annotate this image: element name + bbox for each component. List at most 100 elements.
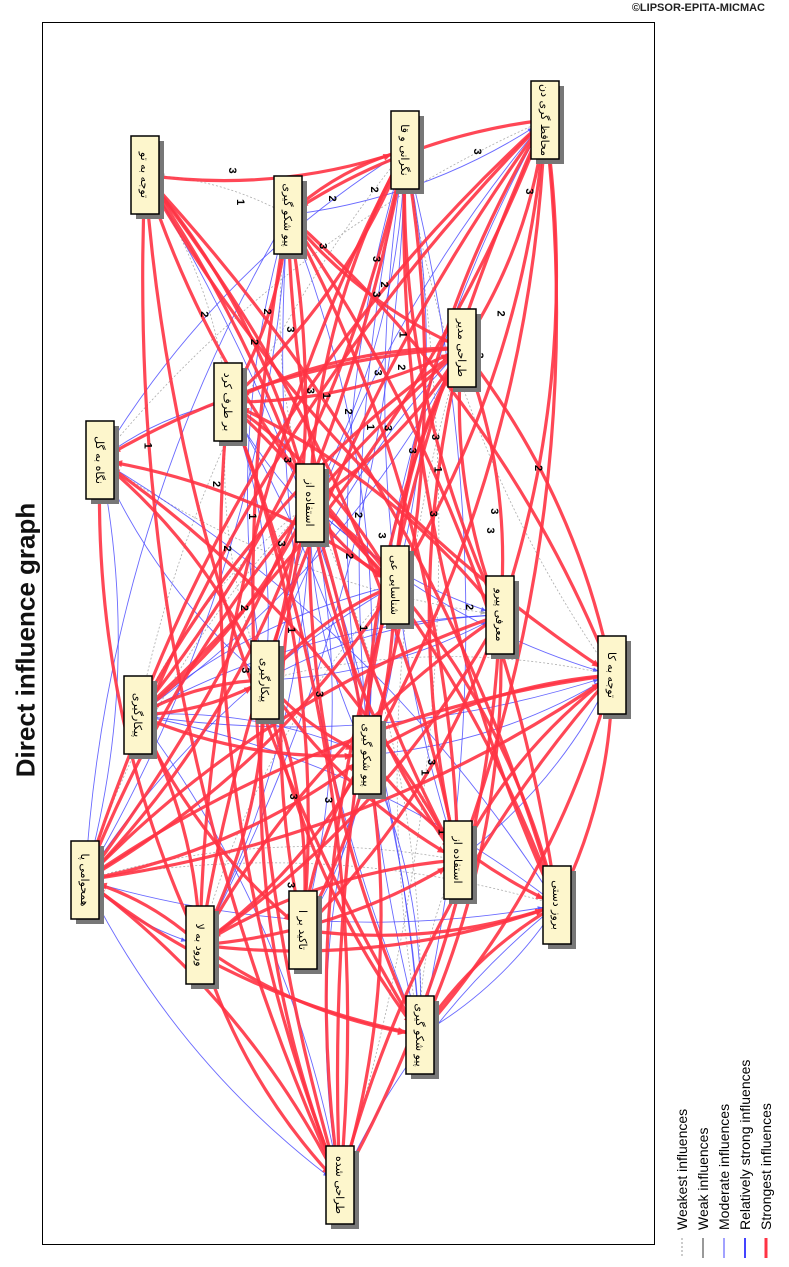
node-label: استفاده از bbox=[303, 478, 316, 526]
node-box bbox=[295, 463, 325, 543]
node-box bbox=[380, 545, 410, 625]
edge-weight-label: 1 bbox=[357, 625, 369, 631]
node-box bbox=[250, 640, 280, 720]
influence-edge-moderate bbox=[137, 714, 341, 1186]
edge-weight-label: 3 bbox=[239, 667, 251, 673]
node-n17[interactable]: بروز دستی bbox=[542, 865, 576, 949]
node-box bbox=[447, 308, 477, 388]
legend-label-strong: Relatively strong influences bbox=[737, 1060, 753, 1230]
edge-weight-label: 1 bbox=[364, 424, 376, 430]
node-label: نگاه به گل bbox=[93, 436, 106, 484]
influence-edge-strongest bbox=[324, 584, 397, 1186]
influence-edge-strongest bbox=[98, 458, 267, 681]
edge-weight-label: 1 bbox=[285, 627, 297, 633]
node-n14[interactable]: پیو شکو گیری bbox=[352, 715, 386, 799]
edge-arrowhead bbox=[592, 667, 599, 672]
influence-edge-strongest bbox=[99, 458, 396, 587]
influence-edge-strongest bbox=[83, 346, 464, 881]
node-n12[interactable]: پیکارگیری bbox=[123, 675, 157, 759]
node-n15[interactable]: استفاده از bbox=[443, 820, 477, 904]
node-n2[interactable]: نگرانی و قا bbox=[390, 110, 424, 194]
edge-weight-label: 3 bbox=[275, 541, 287, 547]
edge-weight-label: 1 bbox=[320, 393, 332, 399]
node-label: شناسایی عی bbox=[388, 555, 401, 615]
influence-edge-strongest bbox=[301, 614, 502, 932]
node-n19[interactable]: ورود به لا bbox=[185, 905, 219, 989]
legend-label-strongest: Strongest influences bbox=[758, 1103, 774, 1230]
node-box bbox=[325, 1145, 355, 1225]
influence-edge-strongest bbox=[143, 174, 460, 861]
edge-weight-label: 1 bbox=[419, 770, 431, 776]
edge-weight-label: 2 bbox=[221, 546, 233, 552]
edge-weight-label: 3 bbox=[371, 370, 383, 376]
edge-labels-layer: 3332221332333221331132333212332213321132… bbox=[141, 149, 544, 889]
node-n9[interactable]: شناسایی عی bbox=[380, 545, 414, 629]
node-box bbox=[530, 80, 560, 160]
node-label: تاکید بر ا bbox=[296, 910, 309, 950]
edge-weight-label: 2 bbox=[198, 311, 210, 317]
influence-edge-strongest bbox=[199, 903, 558, 953]
node-n21[interactable]: طراحی شده bbox=[325, 1145, 359, 1229]
node-label: نگرانی و قا bbox=[398, 124, 411, 175]
influence-edge-moderate bbox=[366, 674, 613, 756]
influence-edge-strongest bbox=[307, 502, 422, 1036]
influence-edge-moderate bbox=[99, 459, 558, 906]
node-n1[interactable]: محافظ گری دن bbox=[530, 80, 564, 164]
edge-weight-label: 2 bbox=[342, 409, 354, 415]
node-n8[interactable]: استفاده از bbox=[295, 463, 329, 547]
influence-edge-weakest bbox=[84, 862, 558, 906]
edge-weight-label: 3 bbox=[370, 256, 382, 262]
node-box bbox=[213, 362, 243, 442]
influence-edge-strongest bbox=[84, 878, 342, 1186]
influence-edge-strongest bbox=[226, 401, 350, 1186]
influence-edge-strongest bbox=[137, 713, 368, 758]
node-n3[interactable]: توجه به تو bbox=[130, 135, 164, 219]
edge-arrowhead bbox=[440, 354, 450, 362]
edges-layer bbox=[83, 118, 616, 1187]
influence-edge-strongest bbox=[286, 214, 559, 906]
edge-weight-label: 1 bbox=[141, 443, 153, 449]
legend-label-weak: Weak influences bbox=[695, 1128, 711, 1230]
node-box bbox=[542, 865, 572, 945]
edge-weight-label: 3 bbox=[322, 797, 334, 803]
node-n10[interactable]: معرفی پیرو bbox=[485, 575, 519, 659]
node-box bbox=[405, 995, 435, 1075]
edge-weight-label: 1 bbox=[397, 332, 409, 338]
influence-edge-strongest bbox=[84, 584, 397, 882]
node-n20[interactable]: پیو شکو گیری bbox=[405, 995, 439, 1079]
node-box bbox=[123, 675, 153, 755]
edge-weight-label: 3 bbox=[429, 434, 441, 440]
node-label: بر طرف کرد bbox=[221, 373, 234, 432]
edge-weight-label: 1 bbox=[432, 467, 444, 473]
influence-edge-strongest bbox=[393, 119, 547, 586]
node-n18[interactable]: تاکید بر ا bbox=[288, 890, 322, 974]
influence-edge-strongest bbox=[460, 347, 614, 676]
node-n13[interactable]: پیکارگیری bbox=[250, 640, 284, 724]
node-n5[interactable]: طراحی مدیر bbox=[447, 308, 481, 392]
node-n11[interactable]: توجه به کا bbox=[597, 635, 631, 719]
node-box bbox=[130, 135, 160, 215]
influence-edge-moderate bbox=[282, 214, 421, 1036]
influence-edge-strongest bbox=[83, 502, 312, 882]
influence-edge-strongest bbox=[84, 753, 368, 882]
node-box bbox=[185, 905, 215, 985]
edge-weight-label: 3 bbox=[484, 528, 496, 534]
edge-arrowhead bbox=[480, 607, 487, 612]
node-n7[interactable]: نگاه به گل bbox=[85, 420, 119, 504]
node-label: معرفی پیرو bbox=[493, 588, 506, 642]
influence-edge-strongest bbox=[338, 673, 614, 1186]
node-label: طراحی مدیر bbox=[455, 318, 468, 377]
influence-edge-strongest bbox=[227, 400, 502, 616]
edge-arrowhead bbox=[345, 743, 355, 750]
node-box bbox=[485, 575, 515, 655]
node-n4[interactable]: پیو شکو گیری bbox=[273, 175, 307, 259]
node-label: پیکارگیری bbox=[258, 658, 271, 702]
edge-weight-label: 3 bbox=[226, 168, 238, 174]
edge-weight-label: 3 bbox=[313, 691, 325, 697]
node-n16[interactable]: همحوامی پا bbox=[70, 840, 104, 924]
node-n6[interactable]: بر طرف کرد bbox=[213, 362, 247, 446]
influence-edge-strongest bbox=[136, 346, 463, 716]
node-box bbox=[352, 715, 382, 795]
node-box bbox=[597, 635, 627, 715]
influence-edge-strongest bbox=[199, 858, 459, 947]
